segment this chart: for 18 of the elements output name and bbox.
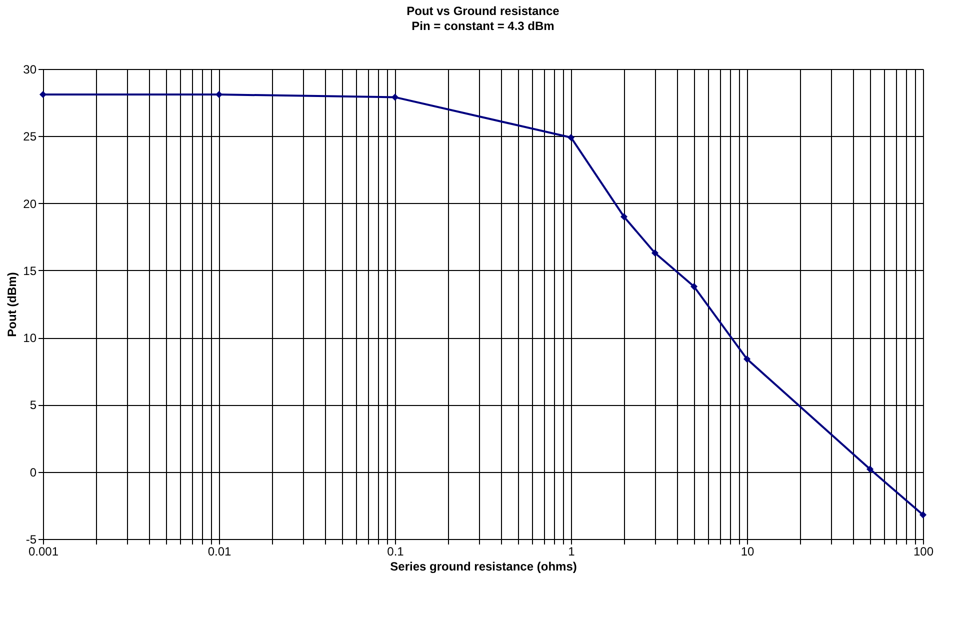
y-tick-label: 30 — [23, 62, 37, 76]
x-tick-label: 1 — [568, 544, 576, 558]
x-tick-label: 0.1 — [387, 544, 404, 558]
chart-subtitle: Pin = constant = 4.3 dBm — [412, 19, 554, 33]
x-axis-title: Series ground resistance (ohms) — [390, 560, 577, 574]
y-tick-label: 10 — [23, 331, 37, 346]
y-tick-label: 25 — [23, 130, 37, 144]
y-tick-label: -5 — [26, 532, 37, 546]
y-tick-label: 5 — [30, 398, 37, 412]
x-tick-label: 0.01 — [208, 544, 232, 558]
y-tick-label: 20 — [23, 196, 37, 211]
x-tick-label: 0.001 — [28, 544, 59, 558]
y-tick-label: 0 — [30, 465, 37, 480]
y-axis-title: Pout (dBm) — [5, 272, 20, 337]
x-tick-label: 100 — [913, 544, 934, 558]
x-tick-label: 10 — [740, 544, 754, 558]
chart-title: Pout vs Ground resistance — [406, 4, 560, 18]
y-tick-label: 15 — [23, 264, 37, 278]
